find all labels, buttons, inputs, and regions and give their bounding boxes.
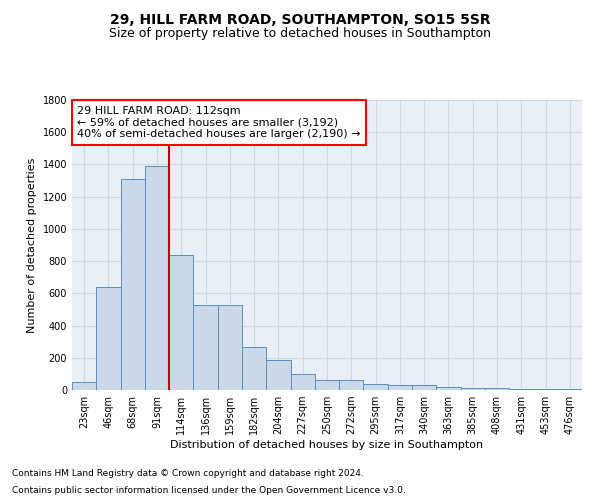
Bar xyxy=(242,346,266,390)
Bar xyxy=(412,385,436,390)
Bar xyxy=(315,380,339,390)
Bar xyxy=(145,166,169,390)
Bar xyxy=(461,388,485,390)
Text: 29 HILL FARM ROAD: 112sqm
← 59% of detached houses are smaller (3,192)
40% of se: 29 HILL FARM ROAD: 112sqm ← 59% of detac… xyxy=(77,106,361,139)
Bar xyxy=(533,389,558,390)
Bar xyxy=(290,374,315,390)
Bar xyxy=(388,385,412,390)
Bar xyxy=(266,360,290,390)
Text: Size of property relative to detached houses in Southampton: Size of property relative to detached ho… xyxy=(109,28,491,40)
Bar xyxy=(72,382,96,390)
Y-axis label: Number of detached properties: Number of detached properties xyxy=(27,158,37,332)
Text: Contains HM Land Registry data © Crown copyright and database right 2024.: Contains HM Land Registry data © Crown c… xyxy=(12,468,364,477)
Bar xyxy=(218,304,242,390)
Bar xyxy=(121,179,145,390)
Bar xyxy=(509,388,533,390)
Bar xyxy=(193,304,218,390)
X-axis label: Distribution of detached houses by size in Southampton: Distribution of detached houses by size … xyxy=(170,440,484,450)
Bar xyxy=(558,388,582,390)
Bar xyxy=(436,387,461,390)
Text: 29, HILL FARM ROAD, SOUTHAMPTON, SO15 5SR: 29, HILL FARM ROAD, SOUTHAMPTON, SO15 5S… xyxy=(110,12,490,26)
Bar xyxy=(96,287,121,390)
Bar xyxy=(339,380,364,390)
Bar xyxy=(485,388,509,390)
Text: Contains public sector information licensed under the Open Government Licence v3: Contains public sector information licen… xyxy=(12,486,406,495)
Bar xyxy=(364,384,388,390)
Bar xyxy=(169,254,193,390)
